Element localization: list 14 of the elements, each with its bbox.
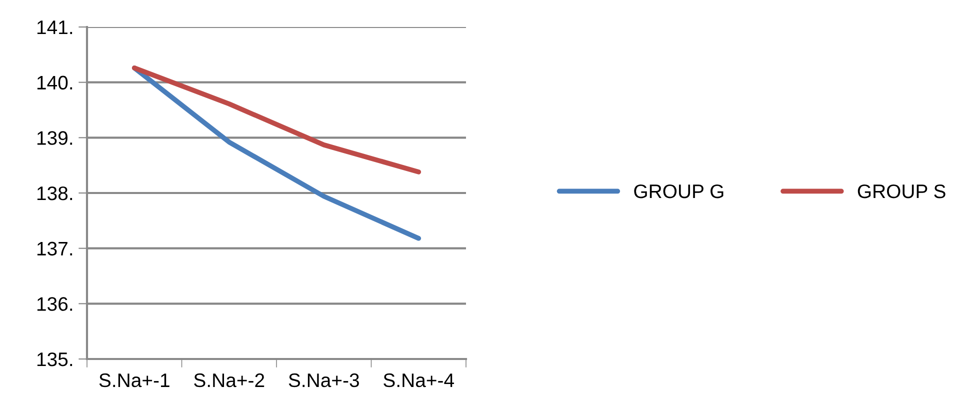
y-tick-label: 136. [37,297,72,311]
x-tick-label: S.Na+-1 [99,373,170,388]
y-tick-label: 137. [37,242,72,256]
legend-label: GROUP S [858,184,946,198]
y-tick-label: 139. [37,131,72,145]
line-series [132,66,422,174]
legend-label: GROUP G [634,184,724,198]
x-tick-label: S.Na+-3 [288,373,359,388]
y-tick-label: 140. [37,76,72,90]
y-tick-label: 141. [37,20,72,34]
x-tick-label: S.Na+-4 [384,373,454,388]
y-tick-label: 138. [37,186,72,200]
y-tick-label: 135. [37,352,72,366]
x-tick-label: S.Na+-2 [194,373,264,388]
